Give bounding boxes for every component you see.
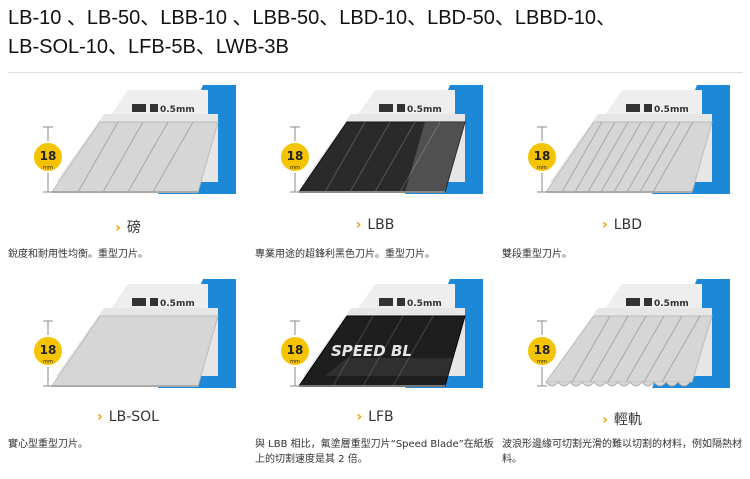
chevron-right-icon: › xyxy=(602,412,608,428)
page-title-line-1: LB-10 、LB-50、LBB-10 、LBB-50、LBD-10、LBD-5… xyxy=(8,7,617,29)
product-caption[interactable]: › 輕軌 xyxy=(502,409,742,429)
product-caption[interactable]: › 磅 xyxy=(8,217,248,237)
thickness-label: 0.5mm xyxy=(654,105,689,115)
product-caption[interactable]: › LFB xyxy=(255,409,495,425)
title-divider xyxy=(8,72,743,73)
width-badge xyxy=(526,141,558,173)
wave-edge xyxy=(545,381,691,387)
blade-thickness-icon xyxy=(379,104,405,112)
width-badge-value: 18 xyxy=(534,343,551,357)
product-desc: 雙段重型刀片。 xyxy=(502,249,572,260)
width-badge xyxy=(279,335,311,367)
chevron-right-icon: › xyxy=(115,220,121,236)
thickness-label: 0.5mm xyxy=(407,299,442,309)
page-title: LB-10 、LB-50、LBB-10 、LBB-50、LBD-10、LBD-5… xyxy=(8,4,743,62)
width-badge-value: 18 xyxy=(287,343,304,357)
width-badge-unit: mm xyxy=(43,359,53,365)
product-name: LFB xyxy=(368,409,394,425)
product-desc: 專業用途的超鋒利黑色刀片。重型刀片。 xyxy=(255,249,435,260)
width-badge-value: 18 xyxy=(534,149,551,163)
product-card-lbsol[interactable]: 0.5mm 18 mm › LB-SOL 實心型重型刀片。 xyxy=(8,276,248,476)
product-caption[interactable]: › LBD xyxy=(502,217,742,233)
blade-illustration: SPEED BL 0.5mm 18 mm xyxy=(255,276,495,396)
page-title-line-2: LB-SOL-10、LFB-5B、LWB-3B xyxy=(8,36,289,58)
product-name: LB-SOL xyxy=(108,409,159,425)
blade-thickness-icon xyxy=(132,104,158,112)
thickness-label: 0.5mm xyxy=(654,299,689,309)
product-card-lb[interactable]: 0.5mm 18 mm › 磅 銳度和耐用性均衡。重型刀片。 xyxy=(8,82,248,277)
product-caption[interactable]: › LBB xyxy=(255,217,495,233)
blade-thickness-icon xyxy=(626,104,652,112)
blade-illustration: 0.5mm 18 mm xyxy=(255,82,495,202)
product-name: 磅 xyxy=(126,220,141,236)
blade-thickness-icon xyxy=(626,298,652,306)
product-name: LBB xyxy=(367,217,395,233)
product-desc: 實心型重型刀片。 xyxy=(8,439,88,450)
width-badge-unit: mm xyxy=(290,165,300,171)
product-desc: 波浪形邊緣可切割光滑的難以切割的材料，例如隔熱材料。 xyxy=(502,439,742,465)
blade-thickness-icon xyxy=(379,298,405,306)
width-badge-value: 18 xyxy=(40,343,57,357)
product-card-lwb[interactable]: 0.5mm 18 mm › 輕軌 波浪形邊緣可切割光滑的難以切割的材料，例如隔熱材… xyxy=(502,276,742,476)
product-caption[interactable]: › LB-SOL xyxy=(8,409,248,425)
product-card-lbd[interactable]: 0.5mm 18 mm › LBD 雙段重型刀片。 xyxy=(502,82,742,277)
width-badge-unit: mm xyxy=(43,165,53,171)
width-badge-unit: mm xyxy=(290,359,300,365)
width-badge-value: 18 xyxy=(40,149,57,163)
product-name: LBD xyxy=(613,217,642,233)
width-badge-unit: mm xyxy=(537,165,547,171)
blade-illustration: 0.5mm 18 mm xyxy=(8,276,248,396)
product-card-lbb[interactable]: 0.5mm 18 mm › LBB 專業用途的超鋒利黑色刀片。重型刀片。 xyxy=(255,82,495,277)
width-badge-unit: mm xyxy=(537,359,547,365)
width-badge-value: 18 xyxy=(287,149,304,163)
width-badge xyxy=(32,141,64,173)
speed-blade-text: SPEED BL xyxy=(331,342,412,360)
chevron-right-icon: › xyxy=(97,409,103,425)
chevron-right-icon: › xyxy=(355,217,362,233)
chevron-right-icon: › xyxy=(602,217,608,233)
thickness-label: 0.5mm xyxy=(160,299,195,309)
blade-illustration: 0.5mm 18 mm xyxy=(8,82,248,202)
product-desc: 與 LBB 相比，氟塗層重型刀片“Speed Blade”在紙板上的切割速度是其… xyxy=(255,439,494,465)
width-badge xyxy=(32,335,64,367)
thickness-label: 0.5mm xyxy=(407,105,442,115)
blade-illustration: 0.5mm 18 mm xyxy=(502,276,742,396)
blade-illustration: 0.5mm 18 mm xyxy=(502,82,742,202)
width-badge xyxy=(279,141,311,173)
product-desc: 銳度和耐用性均衡。重型刀片。 xyxy=(8,249,148,260)
thickness-label: 0.5mm xyxy=(160,105,195,115)
chevron-right-icon: › xyxy=(356,409,363,425)
product-name: 輕軌 xyxy=(613,412,642,428)
product-card-lfb[interactable]: SPEED BL 0.5mm 18 mm › LFB 與 LBB 相比，氟塗層重型… xyxy=(255,276,495,476)
blade-thickness-icon xyxy=(132,298,158,306)
width-badge xyxy=(526,335,558,367)
